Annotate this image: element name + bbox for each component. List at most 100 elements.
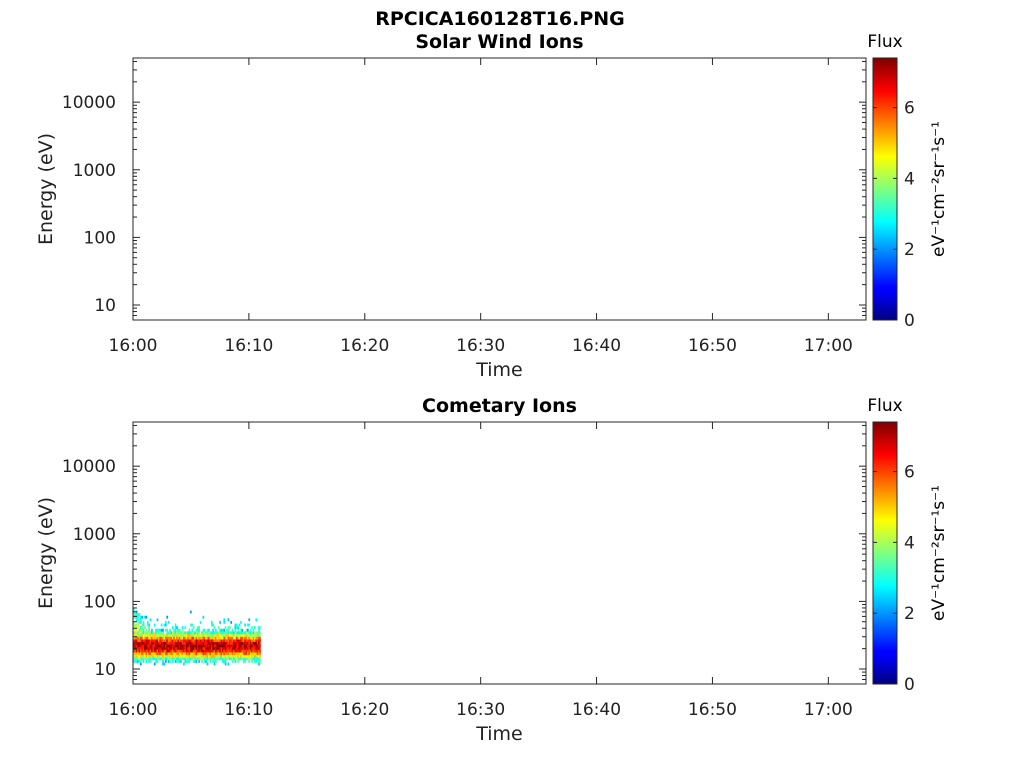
- spectrogram-cell: [185, 652, 188, 656]
- spectrogram-cell: [222, 649, 224, 653]
- spectrogram-cell: [222, 631, 224, 635]
- spectrogram-cell: [238, 654, 241, 658]
- spectrogram-cell: [169, 657, 171, 661]
- spectrogram-cell: [156, 654, 159, 658]
- spectrogram-cell: [249, 657, 252, 661]
- spectrogram-cell: [210, 657, 213, 661]
- spectrogram-cell: [244, 636, 246, 640]
- spectrogram-cell: [151, 646, 153, 650]
- spectrogram-cell: [146, 631, 149, 635]
- spectrogram-cell: [219, 620, 221, 624]
- spectrogram-cell: [194, 641, 196, 645]
- spectrogram-cell: [208, 628, 210, 632]
- spectrogram-cell: [256, 644, 259, 648]
- spectrogram-cell: [135, 659, 138, 663]
- spectrogram-cell: [210, 633, 213, 637]
- spectrogram-cell: [231, 631, 234, 635]
- spectrogram-cell: [203, 636, 206, 640]
- spectrogram-cell: [195, 657, 198, 661]
- spectrogram-cell: [187, 659, 189, 663]
- spectrogram-cell: [208, 641, 210, 645]
- spectrogram-cell: [180, 633, 182, 637]
- spectrogram-cell: [238, 652, 241, 656]
- spectrogram-cell: [156, 657, 159, 661]
- spectrogram-cell: [185, 646, 188, 650]
- spectrogram-cell: [152, 631, 155, 635]
- spectrogram-cell: [137, 639, 139, 643]
- spectrogram-cell: [190, 610, 192, 614]
- spectrogram-cell: [169, 659, 171, 663]
- spectrogram-cell: [245, 644, 248, 648]
- spectrogram-cell: [191, 652, 194, 656]
- spectrogram-cell: [222, 657, 224, 661]
- spectrogram-cell: [255, 618, 258, 622]
- spectrogram-cell: [187, 639, 189, 643]
- spectrogram-cell: [188, 652, 191, 656]
- spectrogram-cell: [148, 654, 150, 658]
- spectrogram-cell: [137, 633, 139, 637]
- colorbar-tick-label: 2: [904, 240, 915, 260]
- spectrogram-cell: [155, 631, 157, 635]
- spectrogram-cell: [139, 641, 142, 645]
- spectrogram-cell: [213, 639, 216, 643]
- spectrogram-cell: [162, 657, 164, 661]
- spectrogram-cell: [209, 649, 212, 653]
- spectrogram-cell: [181, 641, 184, 645]
- spectrogram-cell: [227, 662, 230, 666]
- spectrogram-cell: [158, 628, 160, 632]
- spectrogram-cell: [184, 654, 187, 658]
- spectrogram-cell: [185, 641, 188, 645]
- spectrogram-cell: [209, 652, 212, 656]
- spectrogram-cell: [241, 641, 244, 645]
- spectrogram-cell: [242, 657, 245, 661]
- spectrogram-cell: [149, 641, 152, 645]
- spectrogram-cell: [177, 659, 180, 663]
- spectrogram-cell: [212, 623, 214, 627]
- spectrogram-cell: [151, 652, 153, 656]
- spectrogram-cell: [166, 657, 169, 661]
- spectrogram-cell: [228, 639, 231, 643]
- spectrogram-cell: [169, 639, 171, 643]
- spectrogram-cell: [139, 615, 142, 619]
- spectrogram-cell: [155, 657, 157, 661]
- spectrogram-cell: [230, 641, 233, 645]
- spectrogram-cell: [242, 633, 245, 637]
- spectrogram-cell: [249, 639, 252, 643]
- spectrogram-cell: [142, 657, 145, 661]
- spectrogram-cell: [160, 623, 163, 627]
- spectrogram-cell: [247, 623, 249, 627]
- spectrogram-cell: [160, 644, 163, 648]
- spectrogram-cell: [242, 646, 245, 650]
- spectrogram-cell: [139, 633, 142, 637]
- spectrogram-cell: [242, 654, 245, 658]
- spectrogram-cell: [226, 649, 228, 653]
- spectrogram-cell: [248, 631, 251, 635]
- spectrogram-cell: [227, 641, 230, 645]
- spectrogram-cell: [152, 636, 155, 640]
- spectrogram-cell: [177, 631, 180, 635]
- spectrogram-cell: [196, 633, 199, 637]
- spectrogram-cell: [162, 649, 164, 653]
- spectrogram-cell: [223, 636, 226, 640]
- spectrogram-cell: [192, 646, 195, 650]
- spectrogram-cell: [220, 636, 223, 640]
- spectrogram-cell: [230, 649, 233, 653]
- spectrogram-cell: [139, 618, 142, 622]
- spectrogram-cell: [216, 652, 219, 656]
- spectrogram-cell: [164, 652, 167, 656]
- spectrogram-cell: [226, 639, 228, 643]
- spectrogram-cell: [253, 639, 256, 643]
- spectrogram-cell: [206, 662, 209, 666]
- spectrogram-cell: [255, 631, 258, 635]
- spectrogram-cell: [174, 631, 177, 635]
- spectrogram-cell: [199, 641, 202, 645]
- spectrogram-cell: [248, 623, 251, 627]
- spectrogram-cell: [138, 649, 141, 653]
- spectrogram-cell: [223, 633, 226, 637]
- spectrogram-cell: [159, 644, 162, 648]
- spectrogram-cell: [219, 657, 221, 661]
- spectrogram-cell: [134, 631, 137, 635]
- spectrogram-cell: [133, 644, 135, 648]
- spectrogram-cell: [156, 628, 159, 632]
- spectrogram-cell: [205, 654, 207, 658]
